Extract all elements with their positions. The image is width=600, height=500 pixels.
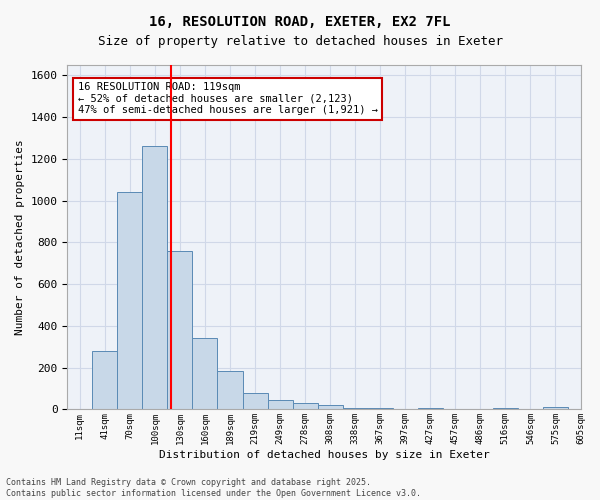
Bar: [343, 408, 368, 410]
Bar: [368, 408, 393, 410]
Text: 16 RESOLUTION ROAD: 119sqm
← 52% of detached houses are smaller (2,123)
47% of s: 16 RESOLUTION ROAD: 119sqm ← 52% of deta…: [77, 82, 377, 116]
Text: Contains HM Land Registry data © Crown copyright and database right 2025.
Contai: Contains HM Land Registry data © Crown c…: [6, 478, 421, 498]
Bar: [142, 146, 167, 410]
X-axis label: Distribution of detached houses by size in Exeter: Distribution of detached houses by size …: [158, 450, 489, 460]
Bar: [317, 405, 343, 409]
Bar: [193, 338, 217, 409]
Bar: [268, 400, 293, 409]
Bar: [293, 403, 317, 409]
Bar: [167, 251, 193, 410]
Bar: [217, 371, 242, 410]
Bar: [493, 408, 518, 410]
Bar: [242, 392, 268, 409]
Text: Size of property relative to detached houses in Exeter: Size of property relative to detached ho…: [97, 35, 503, 48]
Bar: [418, 408, 443, 410]
Y-axis label: Number of detached properties: Number of detached properties: [15, 140, 25, 335]
Text: 16, RESOLUTION ROAD, EXETER, EX2 7FL: 16, RESOLUTION ROAD, EXETER, EX2 7FL: [149, 15, 451, 29]
Bar: [118, 192, 142, 410]
Bar: [543, 408, 568, 410]
Bar: [92, 351, 118, 410]
